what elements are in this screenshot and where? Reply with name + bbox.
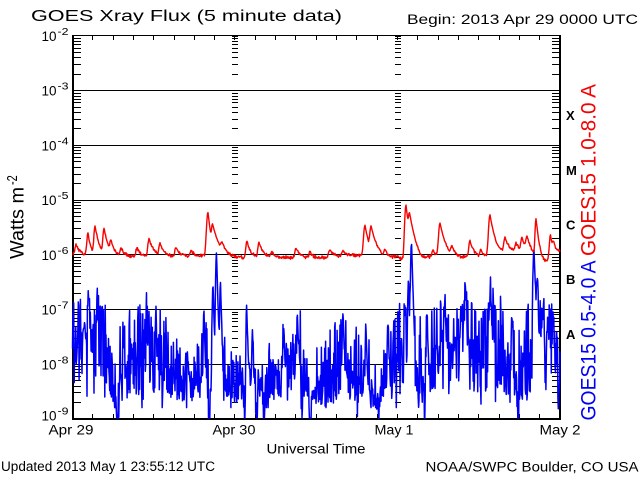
- svg-text:10: 10: [41, 193, 56, 208]
- svg-text:10: 10: [41, 357, 56, 372]
- svg-text:Watts m: Watts m: [6, 187, 28, 259]
- svg-text:Begin: 2013 Apr 29 0000 UTC: Begin: 2013 Apr 29 0000 UTC: [407, 12, 638, 27]
- svg-text:GOES Xray Flux (5 minute data): GOES Xray Flux (5 minute data): [31, 8, 342, 25]
- svg-text:GOES15 0.5-4.0 A: GOES15 0.5-4.0 A: [577, 261, 600, 421]
- svg-text:-5: -5: [58, 191, 70, 202]
- svg-text:10: 10: [41, 409, 56, 424]
- svg-text:-2: -2: [58, 27, 70, 38]
- svg-text:10: 10: [41, 138, 56, 153]
- svg-text:GOES15 1.0-8.0 A: GOES15 1.0-8.0 A: [577, 84, 600, 256]
- svg-text:10: 10: [41, 84, 56, 99]
- svg-text:X: X: [566, 108, 575, 123]
- svg-text:-2: -2: [4, 175, 21, 185]
- svg-text:Apr 30: Apr 30: [213, 423, 256, 438]
- svg-text:May 2: May 2: [540, 423, 581, 438]
- svg-text:Universal Time: Universal Time: [267, 442, 366, 457]
- svg-text:10: 10: [41, 29, 56, 44]
- svg-text:-4: -4: [58, 136, 70, 147]
- svg-text:A: A: [566, 327, 576, 342]
- svg-text:-3: -3: [58, 82, 70, 93]
- svg-text:-7: -7: [58, 301, 70, 312]
- svg-text:-9: -9: [58, 407, 70, 418]
- svg-text:B: B: [566, 272, 575, 287]
- svg-text:Apr 29: Apr 29: [49, 423, 94, 438]
- svg-text:C: C: [566, 218, 576, 233]
- svg-text:-6: -6: [58, 246, 70, 257]
- svg-text:Updated 2013 May 1 23:55:12 U: Updated 2013 May 1 23:55:12 UTC: [1, 459, 215, 474]
- svg-text:10: 10: [41, 303, 56, 318]
- svg-text:-8: -8: [58, 355, 70, 366]
- svg-text:10: 10: [41, 248, 56, 263]
- svg-text:M: M: [566, 163, 577, 178]
- svg-text:NOAA/SWPC Boulder, CO USA: NOAA/SWPC Boulder, CO USA: [426, 460, 639, 475]
- svg-text:May 1: May 1: [375, 423, 414, 438]
